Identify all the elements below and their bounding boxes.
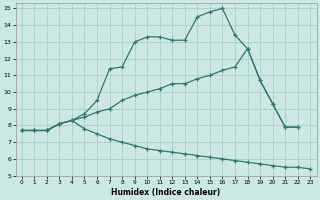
X-axis label: Humidex (Indice chaleur): Humidex (Indice chaleur) xyxy=(111,188,221,197)
